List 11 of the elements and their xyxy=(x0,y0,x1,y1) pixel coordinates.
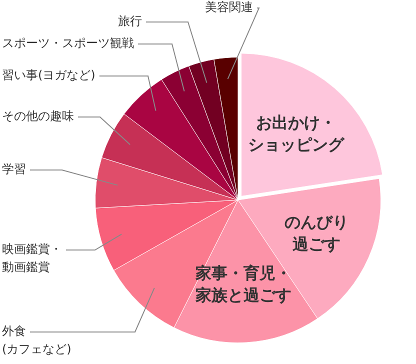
slice-label: 旅行 xyxy=(118,14,142,28)
slice-label: 外食(カフェなど) xyxy=(2,324,72,356)
slice-label: 家事・育児・家族と過ごす xyxy=(194,264,292,305)
slice-label: 学習 xyxy=(2,162,26,176)
slice-label: 美容関連 xyxy=(205,0,253,14)
slice-label: 映画鑑賞・動画鑑賞 xyxy=(2,242,62,274)
slice-label: お出かけ・ショッピング xyxy=(248,113,345,154)
slice-label: 習い事(ヨガなど) xyxy=(2,68,96,82)
slice-label: スポーツ・スポーツ観戦 xyxy=(2,36,134,50)
slice-label: のんびり過ごす xyxy=(284,212,348,254)
slice-label: その他の趣味 xyxy=(2,109,74,124)
